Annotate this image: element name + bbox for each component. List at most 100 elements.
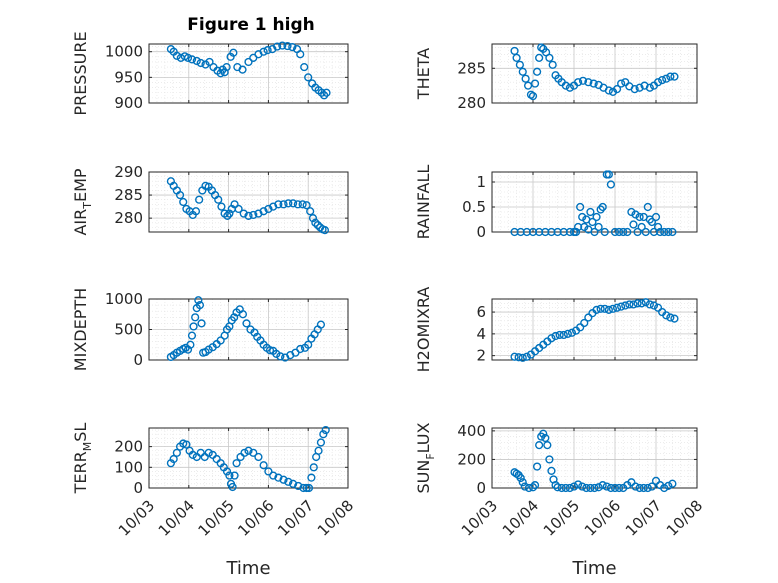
data-point <box>234 204 243 214</box>
data-point <box>578 482 587 491</box>
data-point <box>532 462 542 471</box>
data-point <box>545 455 554 464</box>
axes-box <box>491 43 698 104</box>
data-point <box>627 478 636 487</box>
data-point <box>278 41 287 50</box>
data-point <box>647 482 657 491</box>
data-point <box>543 441 552 450</box>
data-point <box>612 85 622 94</box>
data-point <box>288 199 298 208</box>
data-point <box>189 322 198 331</box>
data-point <box>187 55 197 64</box>
data-point <box>306 207 315 216</box>
y-label-tail: LUX <box>414 422 433 453</box>
data-point <box>314 446 323 455</box>
y-tick-label: 950 <box>114 68 143 86</box>
data-point <box>320 226 330 235</box>
data-point <box>238 65 247 74</box>
data-point <box>516 473 525 483</box>
data-point <box>214 195 223 204</box>
data-point <box>316 438 326 447</box>
data-point <box>204 448 213 457</box>
data-point <box>279 475 288 484</box>
y-axis-label: AIRTEMP <box>71 168 94 235</box>
data-point <box>535 53 544 62</box>
y-axis-label: RAINFALL <box>414 165 433 240</box>
data-point <box>600 304 609 313</box>
figure-title: Figure 1 high <box>187 15 315 35</box>
y-label-tail: EMP <box>71 168 90 202</box>
data-point <box>307 473 316 482</box>
y-label-main: TERR <box>71 451 90 494</box>
y-tick-label: 2 <box>476 347 486 365</box>
data-series <box>166 296 326 362</box>
data-point <box>254 452 263 462</box>
data-point <box>578 212 587 222</box>
data-point <box>551 331 560 341</box>
data-point <box>319 430 328 439</box>
data-point <box>573 480 583 489</box>
data-point <box>557 483 566 493</box>
data-point <box>588 217 597 227</box>
data-point <box>535 441 544 450</box>
y-axis-label: SUNFLUX <box>414 422 437 493</box>
data-point <box>645 83 654 92</box>
data-point <box>304 340 313 349</box>
data-point <box>573 78 583 87</box>
data-point <box>592 305 601 314</box>
data-point <box>230 313 239 322</box>
plot-area <box>149 172 348 232</box>
data-point <box>304 483 314 493</box>
data-series <box>166 177 330 235</box>
data-point <box>182 440 191 449</box>
data-point <box>172 51 181 60</box>
data-point <box>610 227 620 237</box>
data-point <box>631 482 640 491</box>
data-point <box>641 298 650 307</box>
data-point <box>273 42 282 51</box>
data-point <box>541 433 550 443</box>
data-point <box>635 483 644 493</box>
data-point <box>668 227 677 237</box>
data-point <box>586 483 595 493</box>
y-label-subscript: F <box>424 453 437 459</box>
data-point <box>532 67 542 76</box>
y-label-subscript: M <box>81 442 94 452</box>
data-point <box>662 311 671 320</box>
data-point <box>283 41 292 51</box>
subplot-pressure: 900 950 1000 PRESSURE <box>71 31 349 116</box>
data-point <box>169 454 178 464</box>
data-point <box>300 62 309 72</box>
y-tick-label: 290 <box>114 163 143 181</box>
subplot-air_temp: 280 285 290 AIRTEMP <box>71 163 349 236</box>
data-point <box>559 330 568 340</box>
data-point <box>565 83 575 92</box>
y-tick-label: 0.5 <box>462 198 486 216</box>
data-point <box>617 302 626 311</box>
data-point <box>539 429 548 438</box>
data-point <box>617 79 626 88</box>
data-point <box>653 78 663 87</box>
data-series <box>166 41 331 100</box>
data-point <box>311 218 320 227</box>
data-point <box>660 227 669 237</box>
x-tick-label: 10/05 <box>540 496 583 539</box>
data-point <box>518 67 527 76</box>
data-point <box>187 331 197 340</box>
data-point <box>510 352 519 361</box>
axes-box <box>148 43 349 104</box>
data-point <box>196 58 205 68</box>
data-point <box>580 222 589 232</box>
y-label-main: THETA <box>414 48 433 100</box>
data-point <box>244 446 253 455</box>
data-point <box>518 353 527 362</box>
data-point <box>288 42 297 52</box>
data-point <box>521 74 530 83</box>
x-tick-label: 10/04 <box>499 496 542 539</box>
data-point <box>606 483 616 493</box>
y-tick-label: 6 <box>476 303 486 321</box>
y-tick-label: 100 <box>114 458 143 476</box>
data-point <box>596 304 605 313</box>
data-point <box>528 91 538 101</box>
